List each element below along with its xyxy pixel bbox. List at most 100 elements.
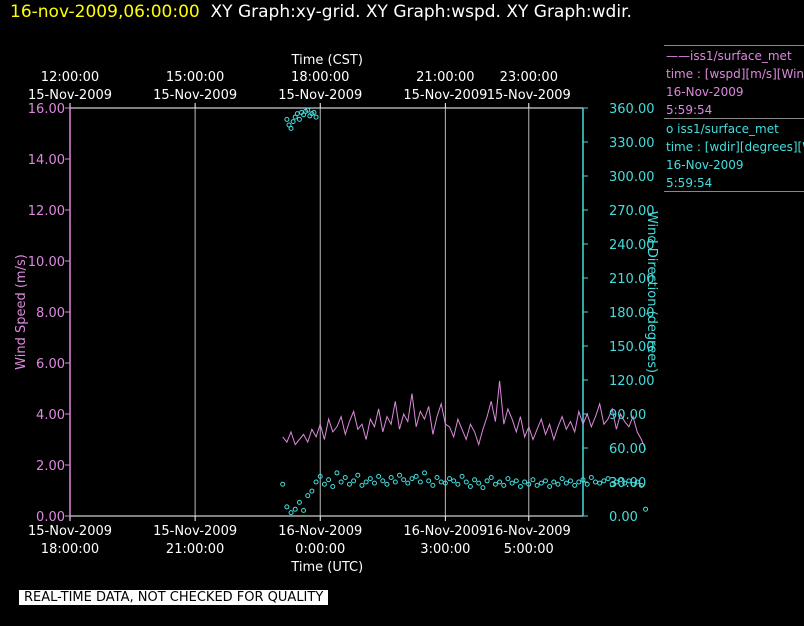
wind-direction-point bbox=[313, 479, 319, 485]
axes bbox=[65, 103, 588, 521]
x-tick-label: 15-Nov-2009 bbox=[153, 524, 237, 539]
wind-direction-point bbox=[609, 481, 615, 487]
wind-direction-point bbox=[284, 116, 290, 122]
wind-direction-point bbox=[501, 482, 507, 488]
legend-divider bbox=[664, 45, 804, 46]
wind-direction-point bbox=[613, 479, 619, 485]
wind-direction-point bbox=[280, 481, 286, 487]
legend-wspd-time: 5:59:54 bbox=[666, 103, 713, 117]
wind-direction-point bbox=[346, 481, 352, 487]
wind-direction-point bbox=[305, 107, 311, 113]
x-top-tick-label: 15-Nov-2009 bbox=[278, 88, 362, 103]
wind-direction-point bbox=[451, 478, 457, 484]
wind-direction-point bbox=[301, 112, 307, 118]
x-top-tick-label: 15-Nov-2009 bbox=[403, 88, 487, 103]
y-left-tick-label: 2.00 bbox=[36, 459, 65, 474]
wind-direction-point bbox=[305, 493, 311, 499]
y-right-tick-label: 60.00 bbox=[609, 442, 646, 457]
wind-direction-point bbox=[313, 114, 319, 120]
wind-direction-point bbox=[622, 480, 628, 486]
x-top-tick-label: 18:00:00 bbox=[291, 70, 349, 85]
wind-speed-series bbox=[282, 380, 647, 450]
wind-direction-point bbox=[634, 479, 640, 485]
wind-direction-point bbox=[426, 478, 432, 484]
x-top-tick-label: 15-Nov-2009 bbox=[153, 88, 237, 103]
wind-direction-point bbox=[401, 477, 407, 483]
wind-direction-point bbox=[296, 499, 302, 505]
y-right-tick-label: 330.00 bbox=[609, 136, 655, 151]
x-top-tick-label: 21:00:00 bbox=[416, 70, 474, 85]
wind-direction-point bbox=[463, 479, 469, 485]
y-left-tick-label: 8.00 bbox=[36, 306, 65, 321]
wind-direction-point bbox=[467, 484, 473, 490]
legend-divider bbox=[664, 118, 804, 119]
x-axis-title: Time (UTC) bbox=[290, 560, 363, 575]
wind-direction-point bbox=[618, 477, 624, 483]
wind-direction-point bbox=[476, 480, 482, 486]
y-right-tick-label: 0.00 bbox=[609, 510, 638, 525]
wind-direction-point bbox=[630, 481, 636, 487]
wind-direction-point bbox=[296, 116, 302, 122]
x-tick-label: 21:00:00 bbox=[166, 542, 224, 557]
wind-direction-point bbox=[311, 110, 317, 116]
wind-direction-point bbox=[542, 478, 548, 484]
wind-direction-point bbox=[413, 473, 419, 479]
wind-direction-point bbox=[530, 477, 536, 483]
wind-direction-point bbox=[488, 474, 494, 480]
chart-title: 16-nov-2009,06:00:00 XY Graph:xy-grid. X… bbox=[10, 2, 632, 22]
x-tick-label: 18:00:00 bbox=[41, 542, 99, 557]
wind-direction-point bbox=[484, 478, 490, 484]
wind-direction-point bbox=[334, 470, 340, 476]
y-left-tick-label: 12.00 bbox=[28, 204, 65, 219]
wind-direction-point bbox=[497, 479, 503, 485]
wind-direction-point bbox=[505, 476, 511, 482]
wind-direction-point bbox=[392, 479, 398, 485]
wind-direction-point bbox=[292, 506, 298, 512]
x-tick-label: 0:00:00 bbox=[295, 542, 345, 557]
wind-direction-point bbox=[290, 119, 296, 125]
wind-direction-point bbox=[580, 477, 586, 483]
wind-direction-point bbox=[355, 472, 361, 478]
wind-direction-point bbox=[371, 480, 377, 486]
wind-direction-point bbox=[555, 481, 561, 487]
quality-banner: REAL-TIME DATA, NOT CHECKED FOR QUALITY bbox=[19, 590, 329, 605]
wind-direction-point bbox=[480, 485, 486, 491]
y-right-tick-label: 210.00 bbox=[609, 272, 655, 287]
wind-direction-point bbox=[326, 477, 332, 483]
wind-direction-point bbox=[321, 481, 327, 487]
wind-direction-point bbox=[438, 479, 444, 485]
wind-direction-point bbox=[534, 482, 540, 488]
wind-direction-point bbox=[338, 479, 344, 485]
wind-speed-line bbox=[282, 380, 647, 450]
wind-direction-point bbox=[526, 481, 532, 487]
wind-direction-point bbox=[388, 474, 394, 480]
wind-direction-point bbox=[422, 470, 428, 476]
wind-direction-point bbox=[522, 479, 528, 485]
wind-direction-point bbox=[593, 479, 599, 485]
y-right-tick-label: 360.00 bbox=[609, 102, 655, 117]
wind-direction-point bbox=[563, 480, 569, 486]
x-tick-label: 5:00:00 bbox=[504, 542, 554, 557]
wind-direction-point bbox=[605, 476, 611, 482]
legend-wdir-time: 5:59:54 bbox=[666, 176, 713, 190]
wind-direction-point bbox=[288, 510, 294, 516]
wind-direction-point bbox=[643, 506, 649, 512]
wind-direction-point bbox=[351, 478, 357, 484]
wind-direction-point bbox=[538, 480, 544, 486]
wind-direction-point bbox=[517, 484, 523, 490]
x-top-tick-label: 15-Nov-2009 bbox=[487, 88, 571, 103]
wind-direction-point bbox=[405, 480, 411, 486]
wind-direction-point bbox=[551, 479, 557, 485]
wind-direction-point bbox=[559, 476, 565, 482]
wind-direction-point bbox=[576, 479, 582, 485]
legend-wdir-date: 16-Nov-2009 bbox=[666, 158, 744, 172]
y-right-tick-label: 180.00 bbox=[609, 306, 655, 321]
x-top-tick-label: 12:00:00 bbox=[41, 70, 99, 85]
wind-direction-point bbox=[301, 507, 307, 513]
y-right-tick-label: 240.00 bbox=[609, 238, 655, 253]
wind-direction-point bbox=[588, 474, 594, 480]
wind-direction-point bbox=[492, 481, 498, 487]
y-right-tick-label: 90.00 bbox=[609, 408, 646, 423]
wind-direction-point bbox=[294, 111, 300, 117]
